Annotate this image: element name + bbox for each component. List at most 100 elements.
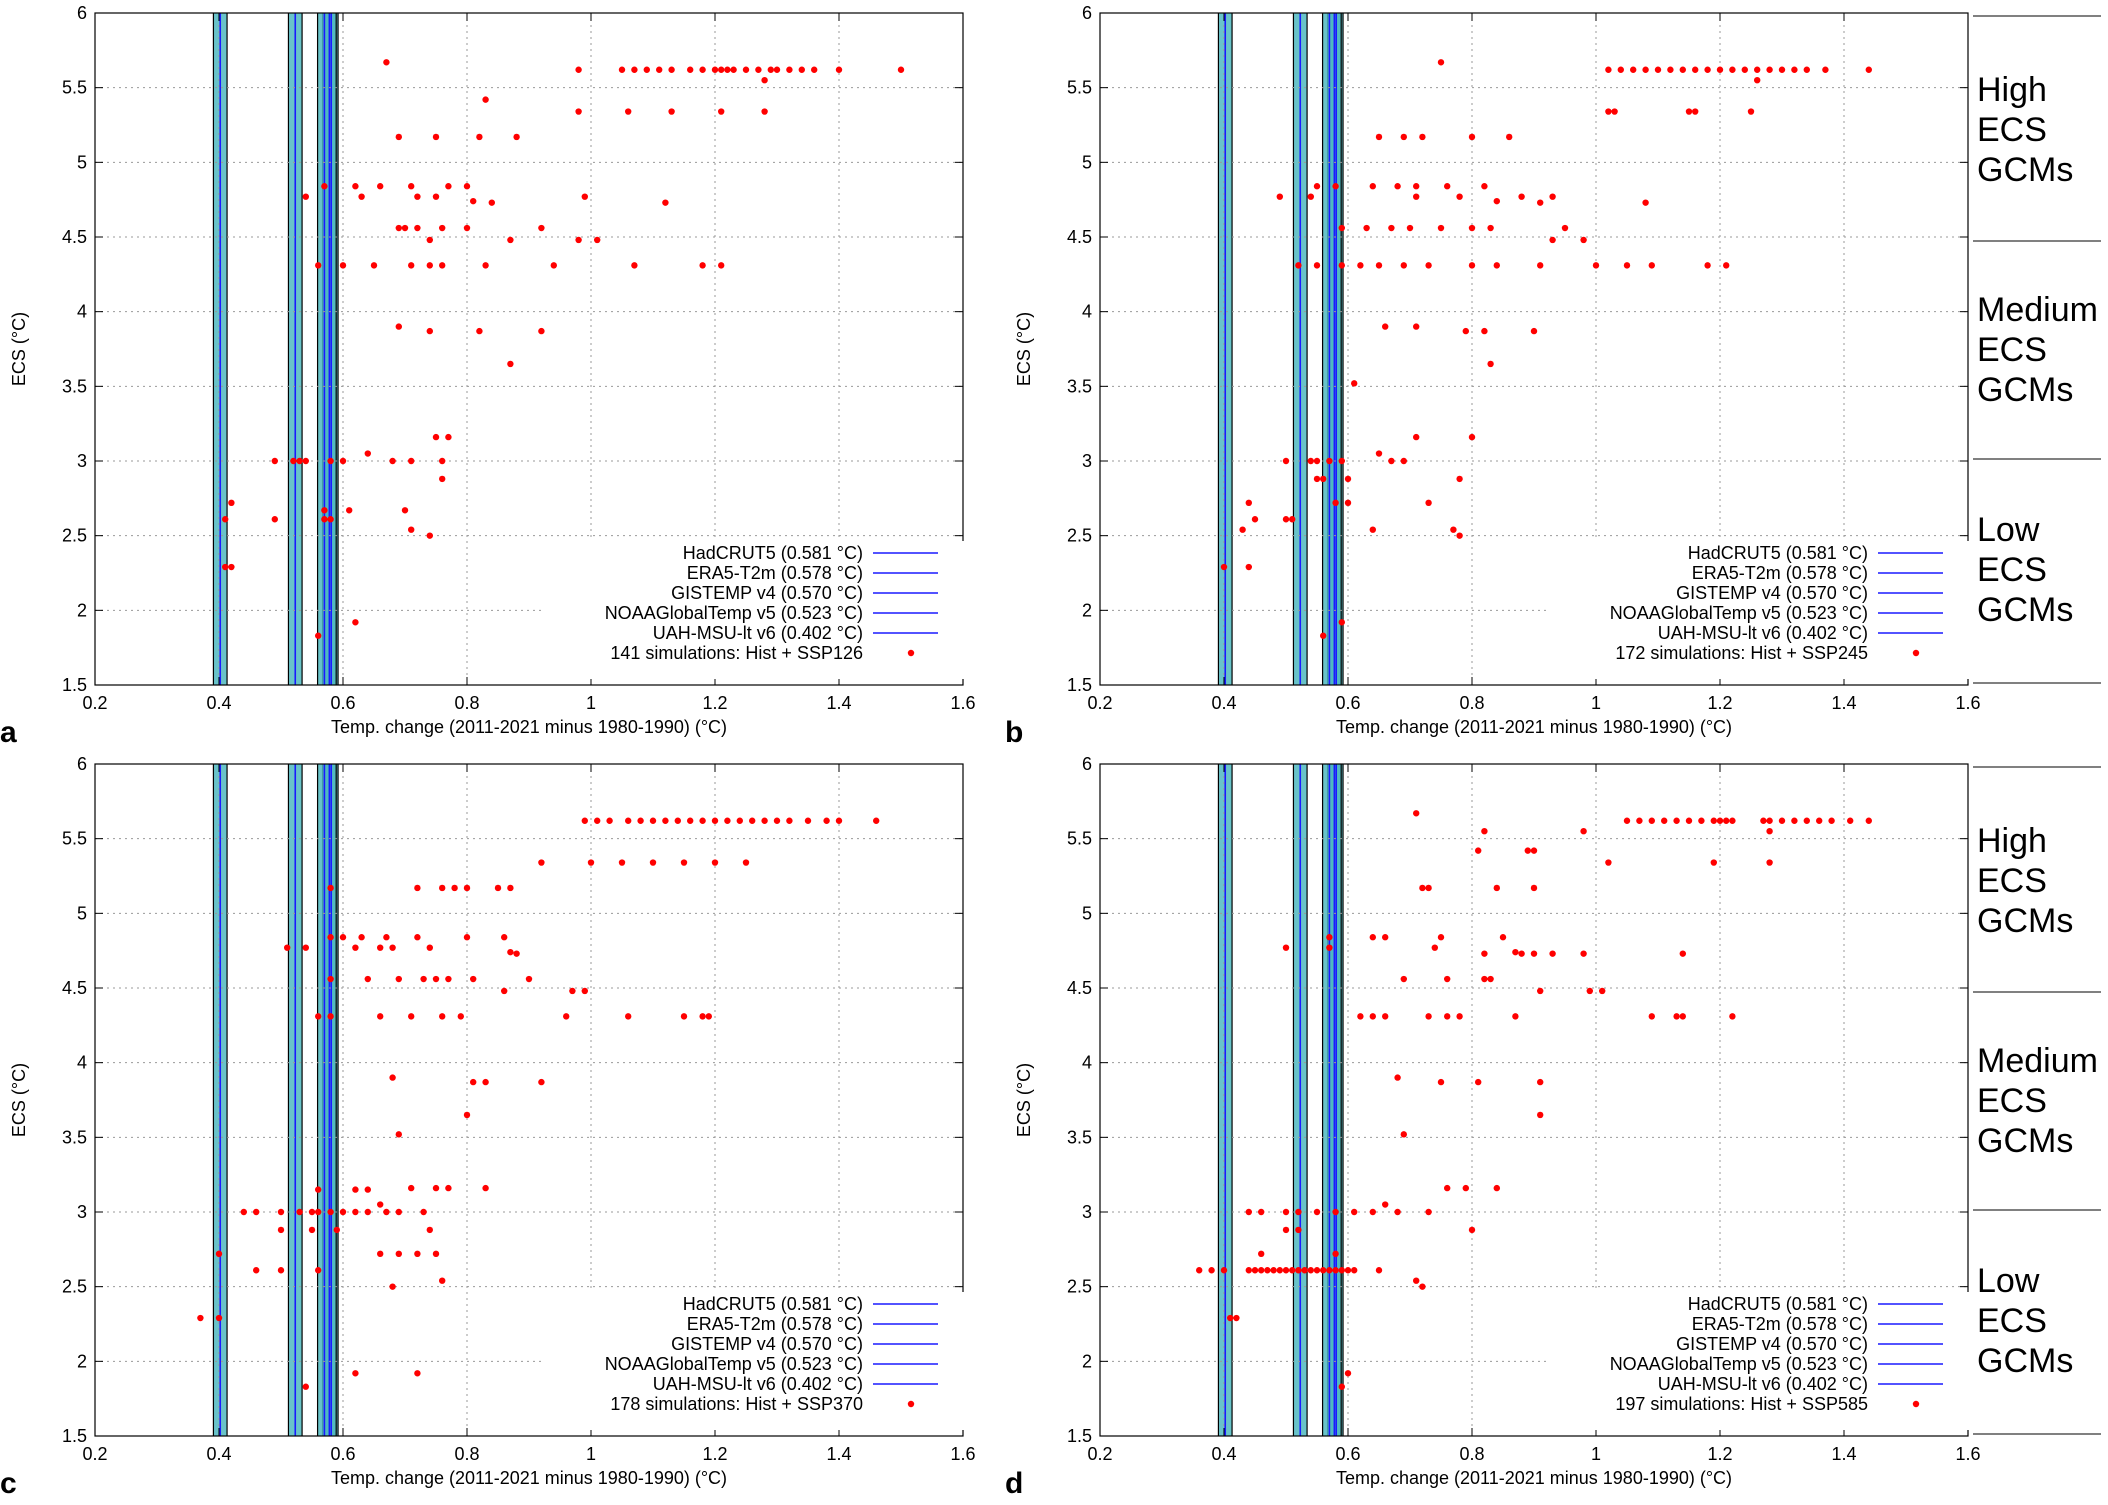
scatter-point: [277, 1267, 285, 1274]
scatter-point: [327, 516, 334, 523]
scatter-point: [358, 193, 365, 200]
scatter-point: [364, 1208, 371, 1216]
scatter-point: [625, 1013, 632, 1020]
scatter-point: [1295, 1267, 1302, 1274]
scatter-point: [1468, 433, 1476, 441]
scatter-point: [414, 884, 421, 892]
legend-label: HadCRUT5 (0.581 °C): [1688, 543, 1868, 563]
scatter-point: [352, 944, 359, 951]
legend-point-marker: [907, 1400, 915, 1408]
legend-point-marker: [907, 649, 915, 657]
scatter-point: [711, 817, 719, 824]
scatter-point: [271, 457, 278, 465]
scatter-point: [383, 934, 390, 941]
scatter-point: [1468, 262, 1476, 269]
scatter-point: [1741, 66, 1749, 73]
scatter-point: [897, 66, 905, 73]
y-tick-label: 1.5: [1067, 675, 1092, 695]
group-label-text: Medium: [1977, 1042, 2098, 1080]
scatter-point: [1667, 66, 1674, 73]
scatter-point: [352, 619, 359, 626]
y-tick-label: 5.5: [62, 78, 87, 98]
x-tick-label: 1.6: [950, 1444, 975, 1464]
scatter-point: [377, 1201, 384, 1208]
scatter-point: [1326, 934, 1333, 941]
scatter-point: [1537, 1078, 1544, 1086]
scatter-point: [1437, 1078, 1445, 1086]
y-tick-label: 4.5: [62, 978, 87, 998]
x-tick-label: 1: [586, 1444, 596, 1464]
scatter-point: [1382, 323, 1389, 330]
scatter-point: [513, 133, 520, 141]
scatter-point: [1313, 262, 1321, 269]
scatter-point: [1778, 66, 1786, 73]
y-tick-label: 6: [77, 3, 87, 23]
panel-letter: c: [0, 1467, 17, 1500]
scatter-point: [426, 944, 433, 951]
scatter-point: [1307, 457, 1315, 465]
x-tick-label: 1.2: [702, 693, 727, 713]
scatter-point: [581, 987, 588, 995]
scatter-point: [1605, 66, 1612, 73]
scatter-point: [1357, 1013, 1364, 1020]
scatter-point: [1549, 950, 1556, 957]
scatter-point: [1654, 66, 1662, 73]
scatter-point: [389, 457, 396, 465]
y-tick-label: 3.5: [1067, 1127, 1092, 1147]
scatter-point: [1394, 1074, 1401, 1081]
scatter-point: [773, 66, 781, 73]
scatter-point: [569, 987, 576, 995]
scatter-point: [668, 66, 675, 73]
scatter-point: [1400, 1131, 1408, 1138]
x-axis-label: Temp. change (2011-2021 minus 1980-1990)…: [1336, 1468, 1732, 1488]
scatter-point: [1518, 193, 1525, 200]
y-tick-label: 2.5: [1067, 1277, 1092, 1297]
scatter-point: [525, 975, 533, 983]
scatter-point: [315, 1208, 322, 1216]
scatter-point: [482, 1078, 489, 1086]
scatter-point: [1791, 817, 1798, 824]
y-tick-label: 6: [1082, 3, 1092, 23]
scatter-point: [414, 1370, 421, 1377]
y-tick-label: 3: [1082, 451, 1092, 471]
scatter-point: [1338, 262, 1346, 269]
scatter-point: [1276, 1267, 1284, 1274]
legend-point-marker: [1912, 1400, 1920, 1408]
scatter-point: [1344, 499, 1352, 507]
scatter-point: [1456, 193, 1463, 200]
plot-frame: [1099, 12, 1969, 686]
scatter-point: [718, 108, 725, 115]
scatter-point: [699, 262, 706, 269]
scatter-point: [253, 1267, 260, 1274]
scatter-point: [563, 1013, 570, 1020]
scatter-point: [1388, 457, 1395, 465]
scatter-point: [1642, 199, 1649, 206]
scatter-point: [835, 66, 843, 73]
scatter-point: [1456, 1013, 1463, 1020]
scatter-point: [377, 183, 384, 190]
scatter-point: [401, 507, 409, 514]
x-tick-label: 0.2: [1087, 693, 1112, 713]
panel-letter: a: [0, 716, 17, 749]
scatter-point: [426, 327, 433, 335]
y-tick-label: 3: [1082, 1202, 1092, 1222]
y-tick-label: 6: [1082, 754, 1092, 774]
scatter-point: [1313, 183, 1321, 190]
scatter-point: [587, 859, 595, 866]
scatter-point: [1865, 817, 1873, 824]
scatter-point: [364, 1186, 371, 1193]
scatter-point: [742, 859, 750, 866]
scatter-point: [724, 66, 731, 73]
scatter-point: [835, 817, 843, 824]
legend-label: ERA5-T2m (0.578 °C): [687, 1314, 863, 1334]
scatter-point: [414, 224, 421, 232]
scatter-point: [302, 193, 309, 200]
scatter-point: [1462, 327, 1470, 335]
x-tick-label: 0.2: [82, 693, 107, 713]
scatter-point: [439, 475, 446, 483]
x-tick-label: 1.2: [702, 1444, 727, 1464]
group-label-text: ECS: [1977, 862, 2047, 900]
scatter-point: [1282, 457, 1290, 465]
scatter-point: [1648, 817, 1656, 824]
